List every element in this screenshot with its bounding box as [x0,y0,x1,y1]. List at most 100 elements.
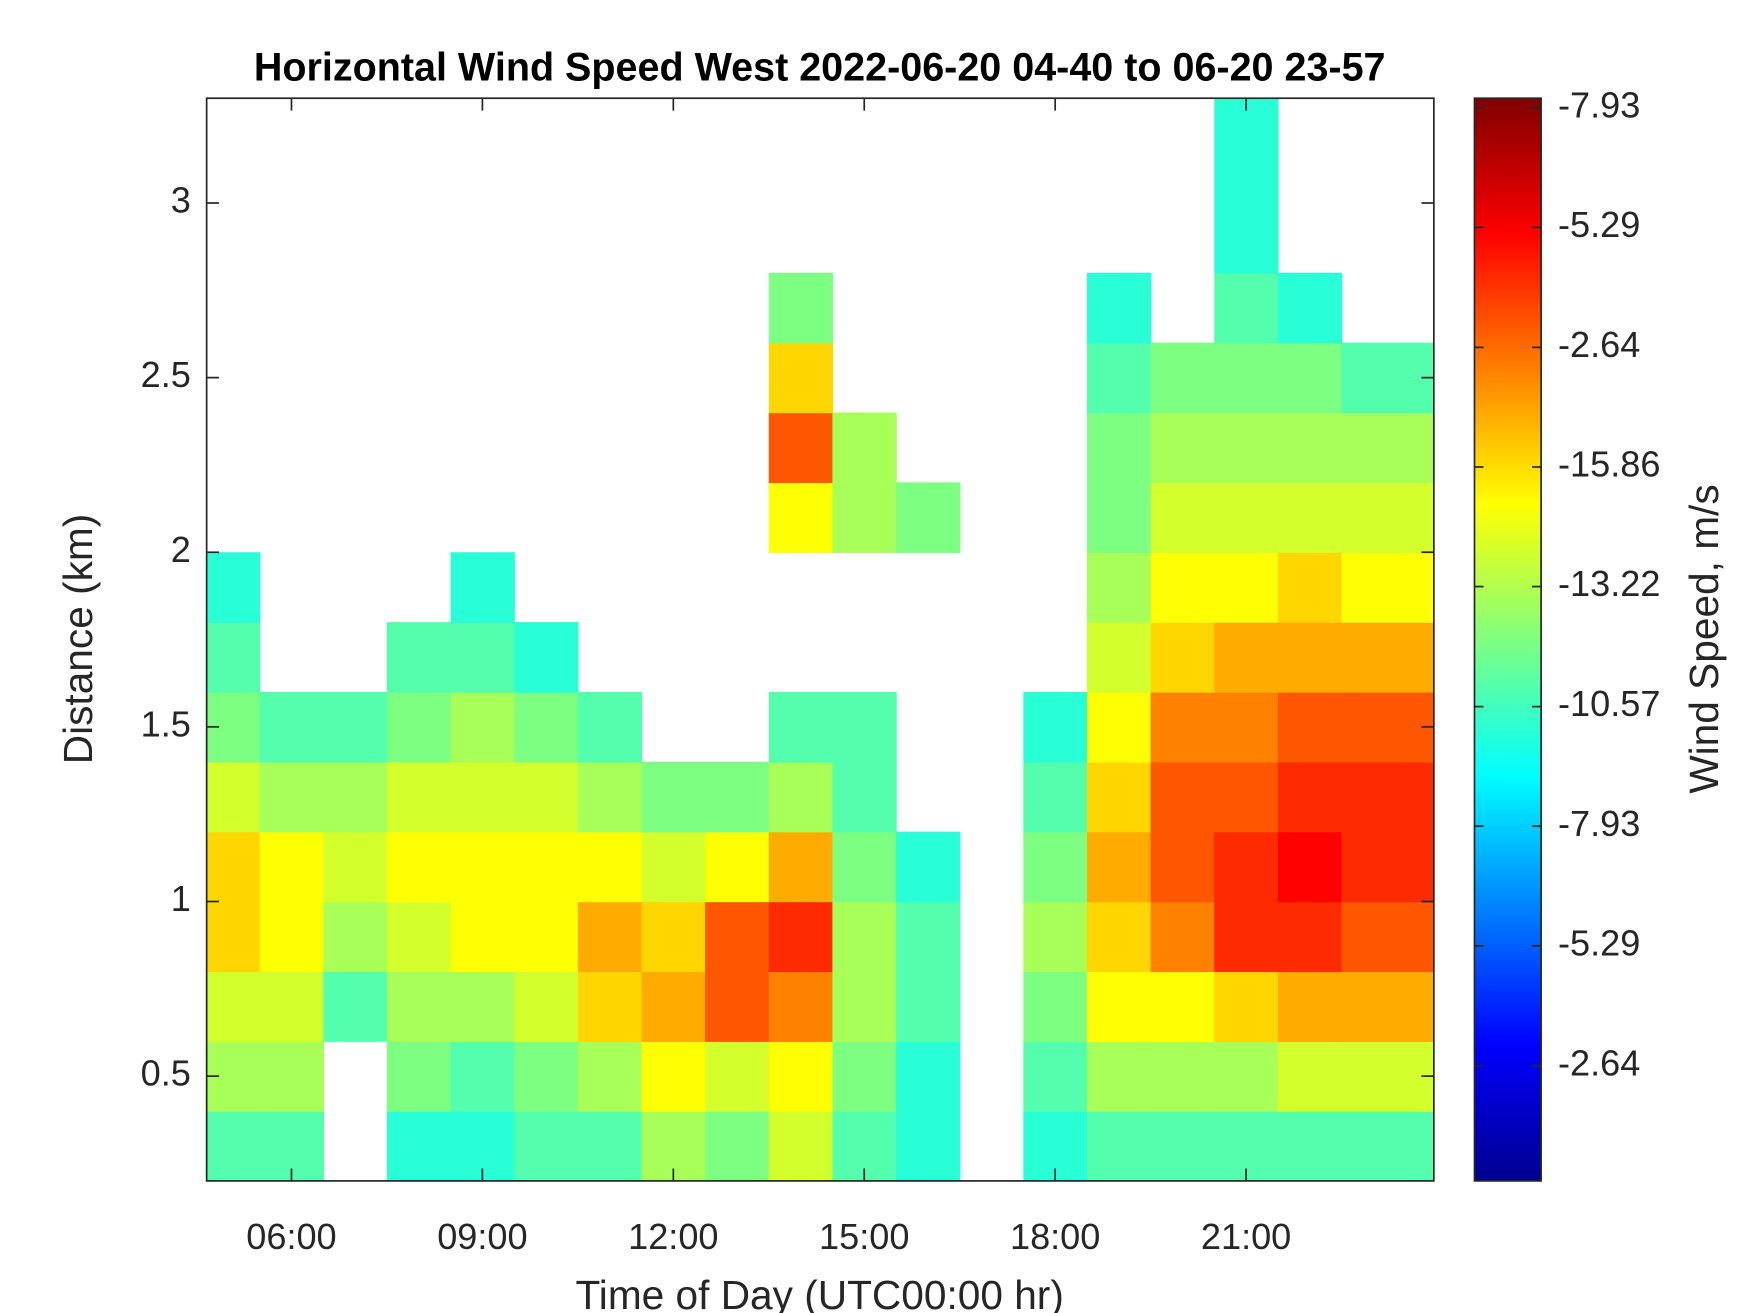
heatmap-cell [1086,1041,1152,1112]
heatmap-cell [259,1041,324,1112]
heatmap-cell [1277,412,1343,484]
heatmap-cell [514,831,579,903]
heatmap-cell [768,761,834,833]
heatmap-cell [450,622,515,693]
heatmap-cell [1086,342,1152,414]
heatmap-cell [450,1041,515,1112]
plot-frame [205,97,1435,1182]
heatmap-cell [386,831,452,903]
heatmap-cell [1341,1041,1434,1112]
heatmap-cell [1086,691,1152,763]
heatmap-cell [1214,761,1279,833]
colorbar-tick-label: -13.22 [1558,563,1660,604]
heatmap-cell [1341,831,1434,903]
heatmap-cell [768,831,834,903]
colorbar-tick-label: -2.64 [1558,324,1640,365]
heatmap-cell [1086,831,1152,903]
colorbar-tick-label: -15.86 [1558,444,1660,485]
heatmap-cell [1086,552,1152,623]
heatmap-cell [206,971,261,1042]
heatmap-cell [1341,552,1434,623]
heatmap-cell [1023,971,1088,1042]
heatmap-cell [896,831,961,903]
heatmap-cell [514,1111,579,1181]
heatmap-cell [1341,342,1434,414]
heatmap-cell [514,622,579,693]
heatmap-cell [386,971,452,1042]
heatmap-cell [1214,552,1279,623]
heatmap-cell [386,1111,452,1181]
heatmap-cell [1023,691,1088,763]
heatmap-cell [1086,482,1152,553]
heatmap-cell [450,901,515,973]
heatmap-cell [896,1111,961,1181]
heatmap-cell [323,691,388,763]
heatmap-cell [1086,622,1152,693]
heatmap-cell [386,622,452,693]
y-axis-label: Distance (km) [55,514,101,765]
heatmap-cell [1341,622,1434,693]
heatmap-cell [1214,691,1279,763]
x-axis-label: Time of Day (UTC00:00 hr) [575,1272,1063,1313]
heatmap-cell [1214,622,1279,693]
heatmap-cell [1341,1111,1434,1181]
heatmap-cell [1086,901,1152,973]
heatmap-cell [1150,971,1215,1042]
heatmap-cell [768,1041,834,1112]
heatmap-cell [1214,971,1279,1042]
heatmap-cell [641,1041,706,1112]
x-tick-label: 12:00 [628,1216,718,1257]
heatmap-cell [1214,412,1279,484]
heatmap-cell [768,412,834,484]
heatmap-cell [1341,482,1434,553]
heatmap-cell [1150,901,1215,973]
heatmap-cell [1214,1041,1279,1112]
heatmap-cell [1023,831,1088,903]
heatmap-cell [1277,971,1343,1042]
colorbar-tick-label: -10.57 [1558,683,1660,724]
heatmap-cell [323,901,388,973]
heatmap-cell [206,901,261,973]
heatmap-cell [1214,831,1279,903]
heatmap-cell [1341,761,1434,833]
heatmap-cell [577,1041,643,1112]
heatmap-cell [514,971,579,1042]
heatmap-cell [641,831,706,903]
heatmap-cell [768,691,834,763]
heatmap-cell [1214,482,1279,553]
heatmap-cell [832,831,897,903]
heatmap-cell [1150,831,1215,903]
heatmap-cell [832,1041,897,1112]
heatmap-cell [577,761,643,833]
heatmap-cell [386,691,452,763]
heatmap-cell [705,1111,770,1181]
heatmap-cell [832,482,897,553]
heatmap-cell [641,901,706,973]
heatmap-cell [1150,761,1215,833]
colorbar-label: Wind Speed, m/s [1681,484,1727,793]
colorbar-tick-label: -5.29 [1558,204,1640,245]
heatmap-cell [259,691,324,763]
heatmap-cell [577,1111,643,1181]
heatmap-cell [259,901,324,973]
heatmap-cell [514,1041,579,1112]
heatmap-cell [450,691,515,763]
heatmap-cell [1341,901,1434,973]
heatmap-cell [323,831,388,903]
heatmap-cell [1277,342,1343,414]
heatmap-cell [1150,1111,1215,1181]
heatmap-cell [832,901,897,973]
x-tick-label: 18:00 [1010,1216,1100,1257]
heatmap-cell [1341,971,1434,1042]
heatmap-cell [1214,272,1279,344]
heatmap-cell [1150,1041,1215,1112]
y-tick-label: 2 [171,529,191,570]
heatmap-cell [577,901,643,973]
heatmap-cell [1086,412,1152,484]
heatmap-cell [577,971,643,1042]
heatmap-cell [1277,831,1343,903]
heatmap-cell [1150,691,1215,763]
heatmap-cell [1277,901,1343,973]
heatmap-cell [1023,1041,1088,1112]
heatmap-cell [705,831,770,903]
